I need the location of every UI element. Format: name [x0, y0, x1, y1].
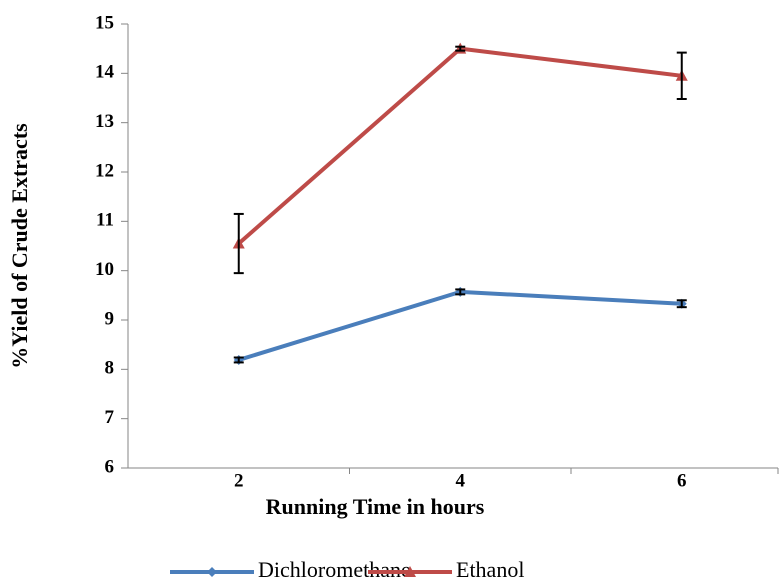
y-tick-label: 6: [105, 456, 115, 477]
y-tick-label: 11: [96, 210, 114, 231]
x-axis-title: Running Time in hours: [266, 494, 485, 519]
legend-label: Dichloromethane: [258, 557, 411, 582]
error-bar: [233, 356, 244, 364]
y-tick-label: 12: [95, 160, 114, 181]
x-tick-label: 4: [456, 470, 466, 491]
error-bar: [676, 299, 687, 309]
y-tick-label: 9: [105, 308, 115, 329]
x-tick-label: 6: [677, 470, 687, 491]
y-tick-label: 10: [95, 259, 114, 280]
series-line: [238, 289, 682, 362]
error-bar: [676, 51, 687, 100]
y-tick-label: 8: [105, 358, 115, 379]
error-bar: [455, 45, 466, 52]
y-tick-label: 7: [105, 407, 115, 428]
legend-marker: [207, 567, 217, 577]
y-tick-label: 14: [95, 62, 115, 83]
error-bar: [233, 212, 244, 275]
legend-label: Ethanol: [456, 557, 524, 582]
y-axis-title: %Yield of Crude Extracts: [7, 123, 32, 369]
y-tick-label: 15: [95, 12, 114, 33]
y-tick-label: 13: [95, 111, 114, 132]
x-tick-label: 2: [234, 470, 244, 491]
series-line: [237, 46, 682, 246]
legend-marker: [404, 566, 416, 577]
error-bar: [455, 288, 466, 296]
